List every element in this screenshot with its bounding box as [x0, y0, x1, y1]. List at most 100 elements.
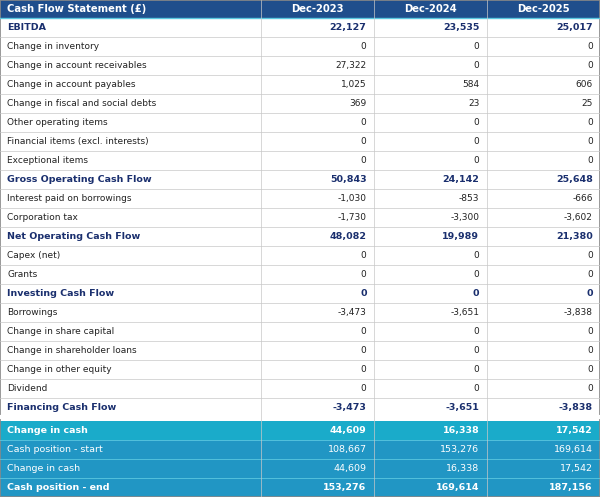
- Bar: [0, 265, 600, 284]
- Text: Change in cash: Change in cash: [7, 464, 80, 473]
- Text: 0: 0: [587, 384, 593, 393]
- Text: Cash Flow Statement (£): Cash Flow Statement (£): [7, 4, 146, 14]
- Text: 0: 0: [587, 61, 593, 70]
- Text: Change in account payables: Change in account payables: [7, 80, 136, 89]
- Text: 0: 0: [473, 61, 479, 70]
- Bar: [0, 56, 600, 75]
- Bar: [0, 246, 600, 265]
- Bar: [0, 170, 600, 189]
- Text: Dec-2024: Dec-2024: [404, 4, 457, 14]
- Text: 23,535: 23,535: [443, 23, 479, 32]
- Text: 0: 0: [587, 327, 593, 336]
- Text: 0: 0: [361, 327, 367, 336]
- Text: Change in cash: Change in cash: [7, 426, 88, 435]
- Text: 16,338: 16,338: [443, 426, 479, 435]
- Bar: [0, 284, 600, 303]
- Text: 0: 0: [473, 42, 479, 51]
- Bar: [0, 37, 600, 56]
- Text: Other operating items: Other operating items: [7, 118, 108, 127]
- Text: 0: 0: [587, 270, 593, 279]
- Text: 0: 0: [587, 156, 593, 165]
- Text: Dividend: Dividend: [7, 384, 47, 393]
- Text: -3,651: -3,651: [446, 403, 479, 412]
- Bar: [0, 151, 600, 170]
- Bar: [0, 303, 600, 322]
- Bar: [0, 132, 600, 151]
- Bar: [0, 75, 600, 94]
- Text: 0: 0: [587, 365, 593, 374]
- Text: Gross Operating Cash Flow: Gross Operating Cash Flow: [7, 175, 152, 184]
- Text: 153,276: 153,276: [440, 445, 479, 454]
- Text: -666: -666: [572, 194, 593, 203]
- Text: 27,322: 27,322: [335, 61, 367, 70]
- Text: 0: 0: [361, 156, 367, 165]
- Text: Dec-2023: Dec-2023: [291, 4, 344, 14]
- Bar: [0, 18, 600, 37]
- Text: 0: 0: [587, 346, 593, 355]
- Text: 0: 0: [473, 156, 479, 165]
- Text: 0: 0: [361, 251, 367, 260]
- Bar: [0, 379, 600, 398]
- Bar: [0, 360, 600, 379]
- Text: 0: 0: [586, 289, 593, 298]
- Text: Change in inventory: Change in inventory: [7, 42, 100, 51]
- Bar: [0, 478, 600, 497]
- Text: 187,156: 187,156: [550, 483, 593, 492]
- Text: 0: 0: [473, 384, 479, 393]
- Text: 0: 0: [587, 137, 593, 146]
- Bar: [0, 113, 600, 132]
- Text: 0: 0: [473, 251, 479, 260]
- Text: 0: 0: [361, 118, 367, 127]
- Text: 23: 23: [468, 99, 479, 108]
- Text: 0: 0: [473, 346, 479, 355]
- Text: 25,648: 25,648: [556, 175, 593, 184]
- Text: 0: 0: [361, 346, 367, 355]
- Text: -3,838: -3,838: [559, 403, 593, 412]
- Text: Change in share capital: Change in share capital: [7, 327, 115, 336]
- Text: 17,542: 17,542: [556, 426, 593, 435]
- Text: Exceptional items: Exceptional items: [7, 156, 88, 165]
- Bar: [0, 227, 600, 246]
- Text: -3,602: -3,602: [564, 213, 593, 222]
- Text: 0: 0: [473, 270, 479, 279]
- Text: Dec-2025: Dec-2025: [517, 4, 569, 14]
- Text: -3,473: -3,473: [333, 403, 367, 412]
- Text: 19,989: 19,989: [442, 232, 479, 241]
- Text: Cash position - end: Cash position - end: [7, 483, 110, 492]
- Text: 44,609: 44,609: [334, 464, 367, 473]
- Text: -853: -853: [459, 194, 479, 203]
- Text: 0: 0: [361, 42, 367, 51]
- Bar: [0, 341, 600, 360]
- Text: EBITDA: EBITDA: [7, 23, 46, 32]
- Text: 1,025: 1,025: [341, 80, 367, 89]
- Text: 369: 369: [349, 99, 367, 108]
- Text: 16,338: 16,338: [446, 464, 479, 473]
- Text: 169,614: 169,614: [436, 483, 479, 492]
- Text: Change in account receivables: Change in account receivables: [7, 61, 147, 70]
- Text: Change in shareholder loans: Change in shareholder loans: [7, 346, 137, 355]
- Text: 25: 25: [581, 99, 593, 108]
- Text: 0: 0: [473, 118, 479, 127]
- Text: 25,017: 25,017: [556, 23, 593, 32]
- Text: 21,380: 21,380: [556, 232, 593, 241]
- Text: Interest paid on borrowings: Interest paid on borrowings: [7, 194, 132, 203]
- Text: 0: 0: [587, 118, 593, 127]
- Text: 17,542: 17,542: [560, 464, 593, 473]
- Text: Borrowings: Borrowings: [7, 308, 58, 317]
- Text: 584: 584: [462, 80, 479, 89]
- Text: 50,843: 50,843: [330, 175, 367, 184]
- Bar: [0, 398, 600, 417]
- Text: Grants: Grants: [7, 270, 37, 279]
- Bar: [0, 416, 600, 421]
- Text: 22,127: 22,127: [330, 23, 367, 32]
- Text: 0: 0: [473, 365, 479, 374]
- Text: Financing Cash Flow: Financing Cash Flow: [7, 403, 116, 412]
- Text: Change in other equity: Change in other equity: [7, 365, 112, 374]
- Text: 0: 0: [361, 270, 367, 279]
- Bar: [0, 459, 600, 478]
- Text: -3,651: -3,651: [451, 308, 479, 317]
- Text: -1,730: -1,730: [338, 213, 367, 222]
- Bar: [0, 322, 600, 341]
- Text: 0: 0: [473, 137, 479, 146]
- Text: Change in fiscal and social debts: Change in fiscal and social debts: [7, 99, 157, 108]
